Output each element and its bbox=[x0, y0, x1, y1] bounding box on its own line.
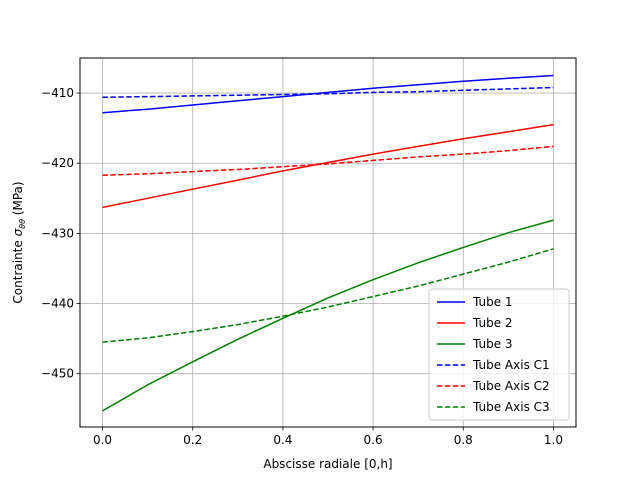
legend-label: Tube Axis C1 bbox=[472, 358, 550, 372]
y-axis-label: Contrainte σθθ (MPa) bbox=[11, 181, 27, 303]
y-tick-label: −420 bbox=[41, 156, 74, 170]
series-line-tube-1 bbox=[102, 74, 554, 114]
series-line-tube-axis-c1 bbox=[102, 86, 554, 99]
series-line-tube-3 bbox=[102, 219, 554, 412]
x-tick-label: 0.4 bbox=[273, 433, 292, 447]
legend-label: Tube 1 bbox=[472, 295, 513, 309]
series-line-tube-2 bbox=[102, 123, 554, 209]
y-axis-label-prefix: Contrainte bbox=[11, 236, 25, 303]
series-group bbox=[102, 74, 554, 412]
x-tick-label: 0.8 bbox=[454, 433, 473, 447]
y-tick-label: −450 bbox=[41, 367, 74, 381]
plot-frame bbox=[79, 57, 577, 428]
y-tick-label: −410 bbox=[41, 86, 74, 100]
x-tick-label: 0.0 bbox=[93, 433, 112, 447]
y-axis: −410 −420 −430 −440 −450 bbox=[41, 86, 80, 381]
x-tick-label: 0.2 bbox=[183, 433, 202, 447]
y-axis-label-subscript: θθ bbox=[18, 219, 27, 229]
y-tick-label: −440 bbox=[41, 297, 74, 311]
legend-label: Tube Axis C3 bbox=[472, 400, 550, 414]
legend-label: Tube Axis C2 bbox=[472, 379, 550, 393]
series-line-tube-axis-c3 bbox=[102, 248, 554, 343]
legend: Tube 1 Tube 2 Tube 3 Tube Axis C1 Tube Axis … bbox=[428, 288, 570, 421]
x-tick-label: 0.6 bbox=[364, 433, 383, 447]
x-tick-label: 1.0 bbox=[544, 433, 563, 447]
y-axis-label-suffix: (MPa) bbox=[11, 181, 25, 219]
legend-label: Tube 2 bbox=[472, 316, 513, 330]
x-axis-label: Abscisse radiale [0,h] bbox=[263, 457, 392, 471]
legend-box bbox=[428, 288, 570, 421]
x-axis: 0.0 0.2 0.4 0.6 0.8 1.0 bbox=[93, 427, 563, 447]
y-tick-label: −430 bbox=[41, 226, 74, 240]
y-axis-label-symbol: σ bbox=[11, 228, 25, 236]
series-line-tube-axis-c2 bbox=[102, 145, 554, 176]
legend-label: Tube 3 bbox=[472, 337, 513, 351]
